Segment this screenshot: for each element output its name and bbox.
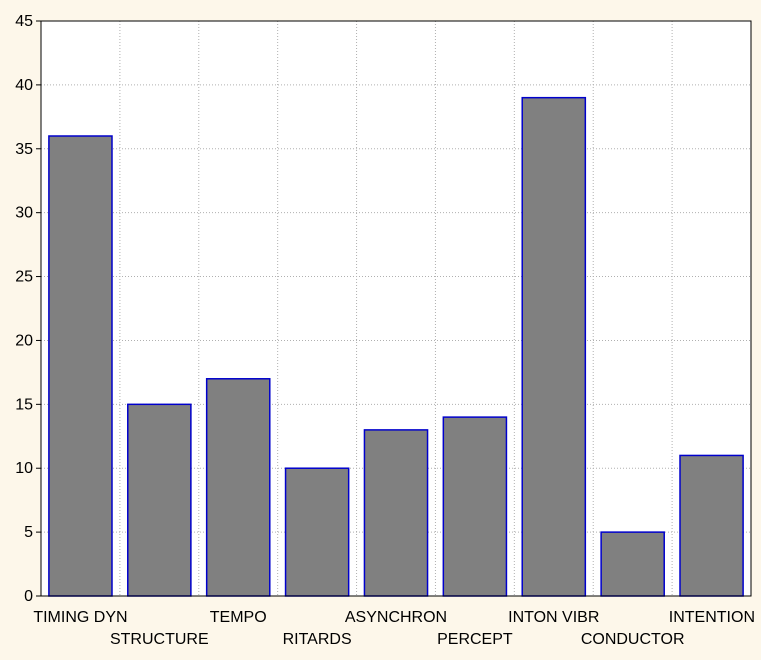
x-tick-label: INTENTION <box>669 609 755 626</box>
axes <box>36 20 752 597</box>
y-tick-label: 45 <box>15 13 33 30</box>
y-tick-labels: 0 5 10 15 20 25 30 35 40 45 <box>15 13 33 605</box>
bar-timing-dyn <box>48 135 113 597</box>
y-tick-label: 20 <box>15 332 33 349</box>
x-tick-label: ASYNCHRON <box>345 609 447 626</box>
y-tick-label: 5 <box>24 524 33 541</box>
bar-structure <box>127 403 192 597</box>
bar-conductor <box>600 531 665 597</box>
x-tick-label: CONDUCTOR <box>581 631 685 648</box>
x-tick-label: INTON VIBR <box>508 609 599 626</box>
bar-percept <box>442 416 508 597</box>
x-tick-label: STRUCTURE <box>110 631 209 648</box>
y-tick-label: 35 <box>15 141 33 158</box>
bar-tempo <box>205 378 271 597</box>
y-tick-label: 10 <box>15 460 33 477</box>
y-tick-label: 40 <box>15 77 33 94</box>
y-tick-label: 15 <box>15 396 33 413</box>
bar-inton-vibr <box>521 96 587 597</box>
x-tick-label: TIMING DYN <box>33 609 127 626</box>
bar-ritards <box>284 467 350 597</box>
y-tick-label: 25 <box>15 269 33 286</box>
x-tick-label: RITARDS <box>283 631 352 648</box>
bar-asynchron <box>363 429 429 597</box>
bar-intention <box>679 454 744 597</box>
plot-frame <box>40 20 752 597</box>
x-tick-label: TEMPO <box>210 609 267 626</box>
y-tick-label: 30 <box>15 205 33 222</box>
y-tick-label: 0 <box>24 588 33 605</box>
x-tick-label: PERCEPT <box>437 631 513 648</box>
